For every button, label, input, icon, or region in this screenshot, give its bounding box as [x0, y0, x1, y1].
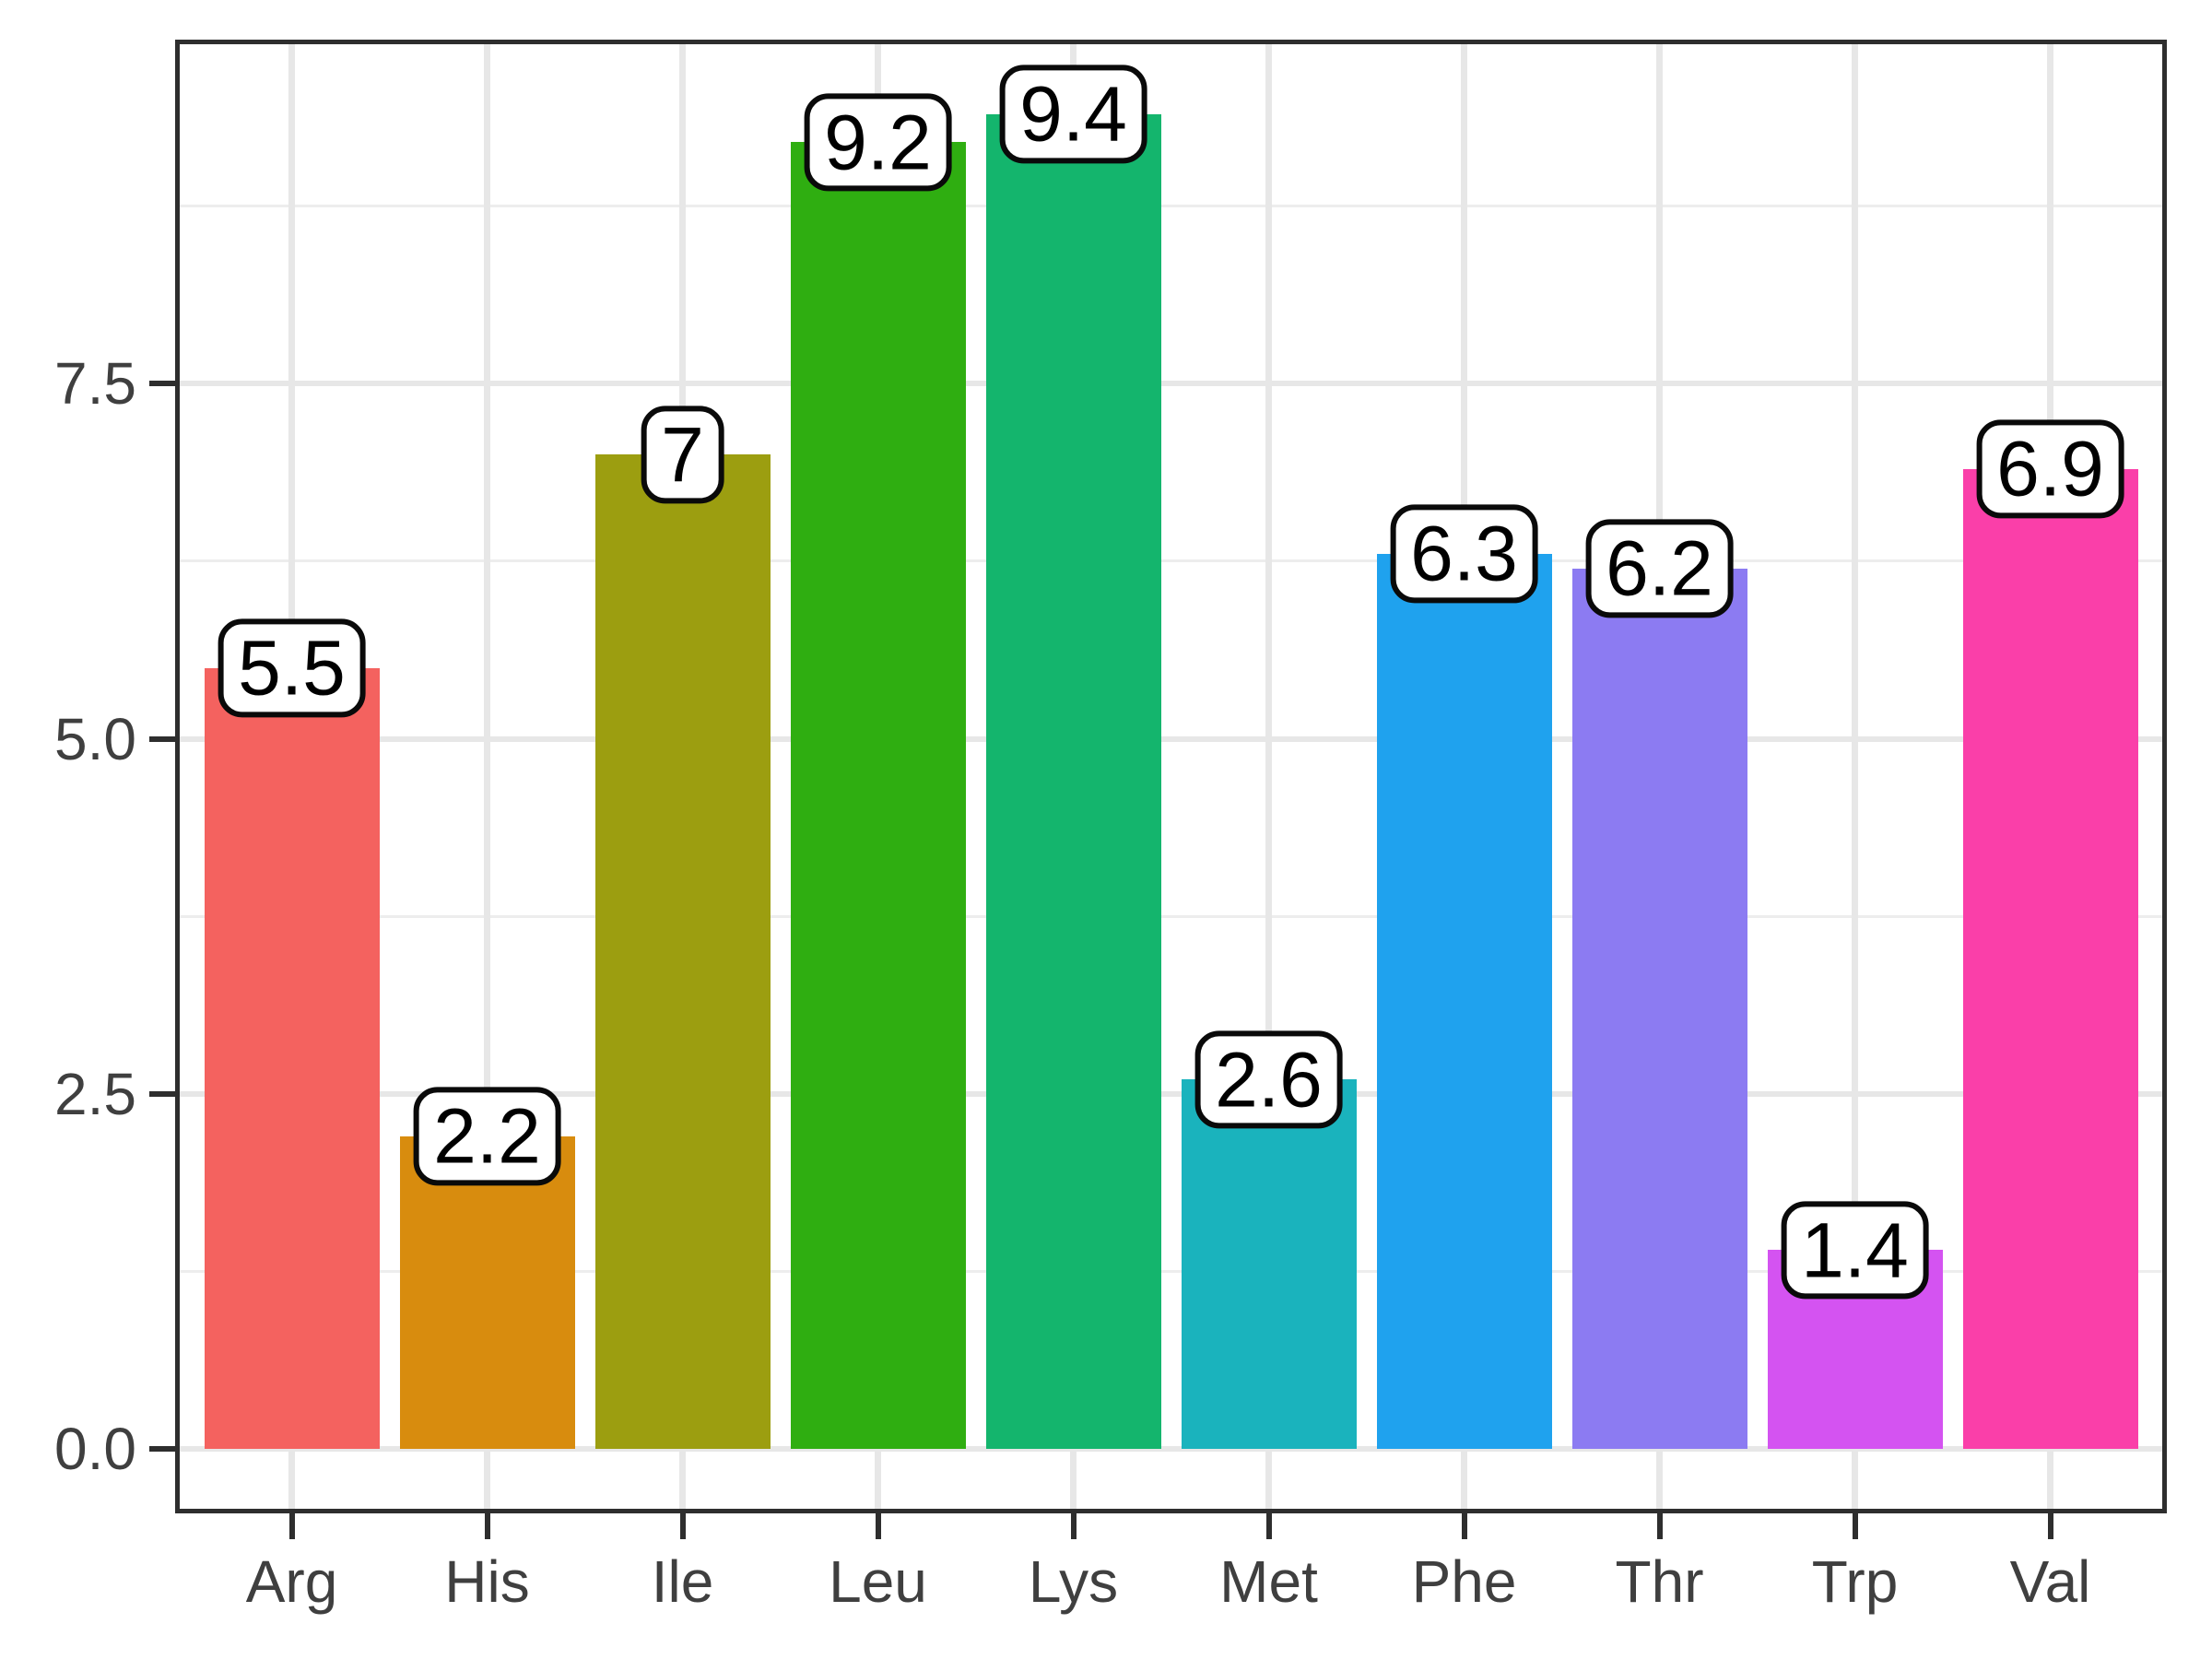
x-tick-label-val: Val: [2009, 1548, 2091, 1615]
value-label-val: 6.9: [1976, 419, 2124, 519]
bar-lys: [985, 113, 1161, 1449]
plot-panel: 5.5 2.2 7 9.2 9.4 2.6 6.3 6.2 1.4 6.9: [175, 40, 2167, 1513]
x-tick-label-met: Met: [1219, 1548, 1318, 1615]
bar-thr: [1571, 568, 1747, 1449]
gridline-minor: [175, 559, 2167, 563]
y-tick-label: 7.5: [54, 350, 136, 418]
x-tick-label-his: His: [444, 1548, 530, 1615]
x-tick: [484, 1513, 490, 1539]
value-label-arg: 5.5: [218, 618, 366, 717]
gridline-major: [175, 1446, 2167, 1452]
gridline-major: [175, 1090, 2167, 1097]
bar-ile: [594, 454, 771, 1449]
x-tick-label-phe: Phe: [1411, 1548, 1517, 1615]
x-tick-label-trp: Trp: [1811, 1548, 1899, 1615]
y-tick-label: 5.0: [54, 705, 136, 772]
x-tick: [875, 1513, 881, 1539]
x-tick-label-lys: Lys: [1028, 1548, 1119, 1615]
x-tick: [1070, 1513, 1077, 1539]
gridline-major: [175, 381, 2167, 387]
value-label-met: 2.6: [1194, 1030, 1343, 1129]
bar-leu: [790, 142, 966, 1449]
y-tick: [149, 1446, 175, 1452]
x-tick: [679, 1513, 686, 1539]
y-tick: [149, 1090, 175, 1097]
y-tick: [149, 735, 175, 742]
gridline-minor: [175, 1269, 2167, 1273]
x-tick-label-thr: Thr: [1615, 1548, 1704, 1615]
x-tick-label-leu: Leu: [829, 1548, 927, 1615]
bar-phe: [1376, 554, 1552, 1449]
gridline-minor: [175, 205, 2167, 208]
value-label-thr: 6.2: [1585, 519, 1734, 618]
x-tick: [1461, 1513, 1467, 1539]
value-label-trp: 1.4: [1781, 1200, 1929, 1300]
x-tick-label-arg: Arg: [245, 1548, 338, 1615]
bar-his: [399, 1136, 575, 1449]
y-tick: [149, 381, 175, 387]
y-tick-label: 0.0: [54, 1416, 136, 1482]
gridline-minor: [175, 914, 2167, 918]
x-tick: [288, 1513, 295, 1539]
x-tick: [1265, 1513, 1272, 1539]
value-label-leu: 9.2: [804, 92, 952, 192]
bar-val: [1962, 468, 2138, 1449]
gridline-vertical: [1265, 40, 1272, 1513]
value-label-ile: 7: [641, 405, 724, 504]
x-tick: [2047, 1513, 2053, 1539]
gridline-vertical: [1852, 40, 1858, 1513]
x-tick: [1852, 1513, 1858, 1539]
value-label-his: 2.2: [413, 1087, 561, 1186]
bar-arg: [204, 667, 380, 1449]
y-tick-label: 2.5: [54, 1060, 136, 1127]
x-tick: [1656, 1513, 1663, 1539]
gridline-major: [175, 735, 2167, 742]
bar-met: [1181, 1079, 1357, 1449]
x-tick-label-ile: Ile: [651, 1548, 714, 1615]
value-label-phe: 6.3: [1390, 504, 1538, 604]
value-label-lys: 9.4: [999, 65, 1147, 163]
gridline-vertical: [484, 40, 490, 1513]
